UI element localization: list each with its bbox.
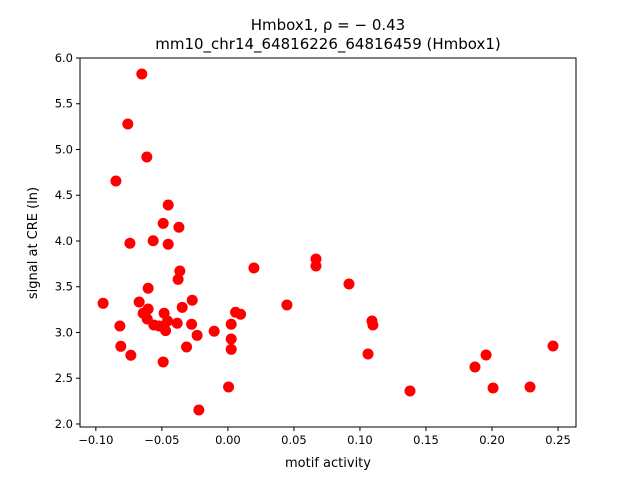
x-tick-label: 0.05: [281, 433, 307, 447]
data-point: [235, 308, 247, 320]
data-point: [110, 175, 122, 187]
y-tick-label: 4.0: [55, 234, 73, 248]
x-tick-label: 0.15: [413, 433, 439, 447]
y-tick-label: 2.0: [55, 417, 73, 431]
data-point: [362, 348, 374, 360]
data-point: [248, 262, 260, 274]
x-tick-label: −0.05: [144, 433, 179, 447]
y-tick-label: 2.5: [55, 371, 73, 385]
x-axis-ticks: −0.10 −0.05 0.00 0.05 0.10 0.15 0.20 0.25: [78, 427, 571, 447]
data-point: [225, 343, 237, 355]
y-axis-ticks: 2.0 2.5 3.0 3.5 4.0 4.5 5.0 5.5 6.0: [55, 51, 80, 431]
data-point: [310, 260, 322, 272]
data-point: [142, 282, 154, 294]
data-point: [174, 265, 186, 277]
data-point: [133, 296, 145, 308]
data-point: [125, 349, 137, 361]
data-point: [162, 315, 174, 327]
data-point: [487, 382, 499, 394]
x-tick-label: 0.20: [479, 433, 505, 447]
data-point: [404, 385, 416, 397]
data-point: [122, 118, 134, 130]
y-tick-label: 6.0: [55, 51, 73, 65]
x-tick-label: 0.10: [347, 433, 373, 447]
data-point: [281, 299, 293, 311]
data-point: [547, 340, 559, 352]
y-axis-label: signal at CRE (ln): [26, 187, 41, 299]
data-point: [157, 356, 169, 368]
data-point: [136, 68, 148, 80]
data-point: [186, 318, 198, 330]
data-point: [114, 320, 126, 332]
data-point: [367, 319, 379, 331]
chart-title-line2: mm10_chr14_64816226_64816459 (Hmbox1): [155, 35, 501, 54]
y-tick-label: 4.5: [55, 188, 73, 202]
data-point: [97, 297, 109, 309]
data-point: [186, 294, 198, 306]
x-tick-label: 0.25: [545, 433, 571, 447]
data-point: [343, 278, 355, 290]
data-point: [115, 340, 127, 352]
data-point: [172, 273, 184, 285]
x-axis-label: motif activity: [285, 456, 371, 471]
data-point: [469, 361, 481, 373]
data-point: [157, 217, 169, 229]
y-tick-label: 3.0: [55, 325, 73, 339]
data-point: [162, 199, 174, 211]
data-point: [208, 325, 220, 337]
y-tick-label: 5.0: [55, 142, 73, 156]
data-points: [97, 68, 559, 416]
chart-title-line1: Hmbox1, ρ = − 0.43: [251, 16, 405, 34]
data-point: [181, 341, 193, 353]
data-point: [141, 151, 153, 163]
data-point: [176, 301, 188, 313]
data-point: [193, 404, 205, 416]
data-point: [225, 333, 237, 345]
data-point: [524, 381, 536, 393]
x-tick-label: 0.00: [215, 433, 241, 447]
x-tick-label: −0.10: [78, 433, 113, 447]
y-tick-label: 5.5: [55, 97, 73, 111]
data-point: [223, 381, 235, 393]
data-point: [124, 237, 136, 249]
data-point: [147, 235, 159, 247]
data-point: [162, 238, 174, 250]
axes-frame: [79, 57, 577, 428]
data-point: [160, 325, 172, 337]
data-point: [225, 318, 237, 330]
y-tick-label: 3.5: [55, 280, 73, 294]
data-point: [173, 221, 185, 233]
data-point: [480, 349, 492, 361]
data-point: [171, 317, 183, 329]
data-point: [191, 329, 203, 341]
